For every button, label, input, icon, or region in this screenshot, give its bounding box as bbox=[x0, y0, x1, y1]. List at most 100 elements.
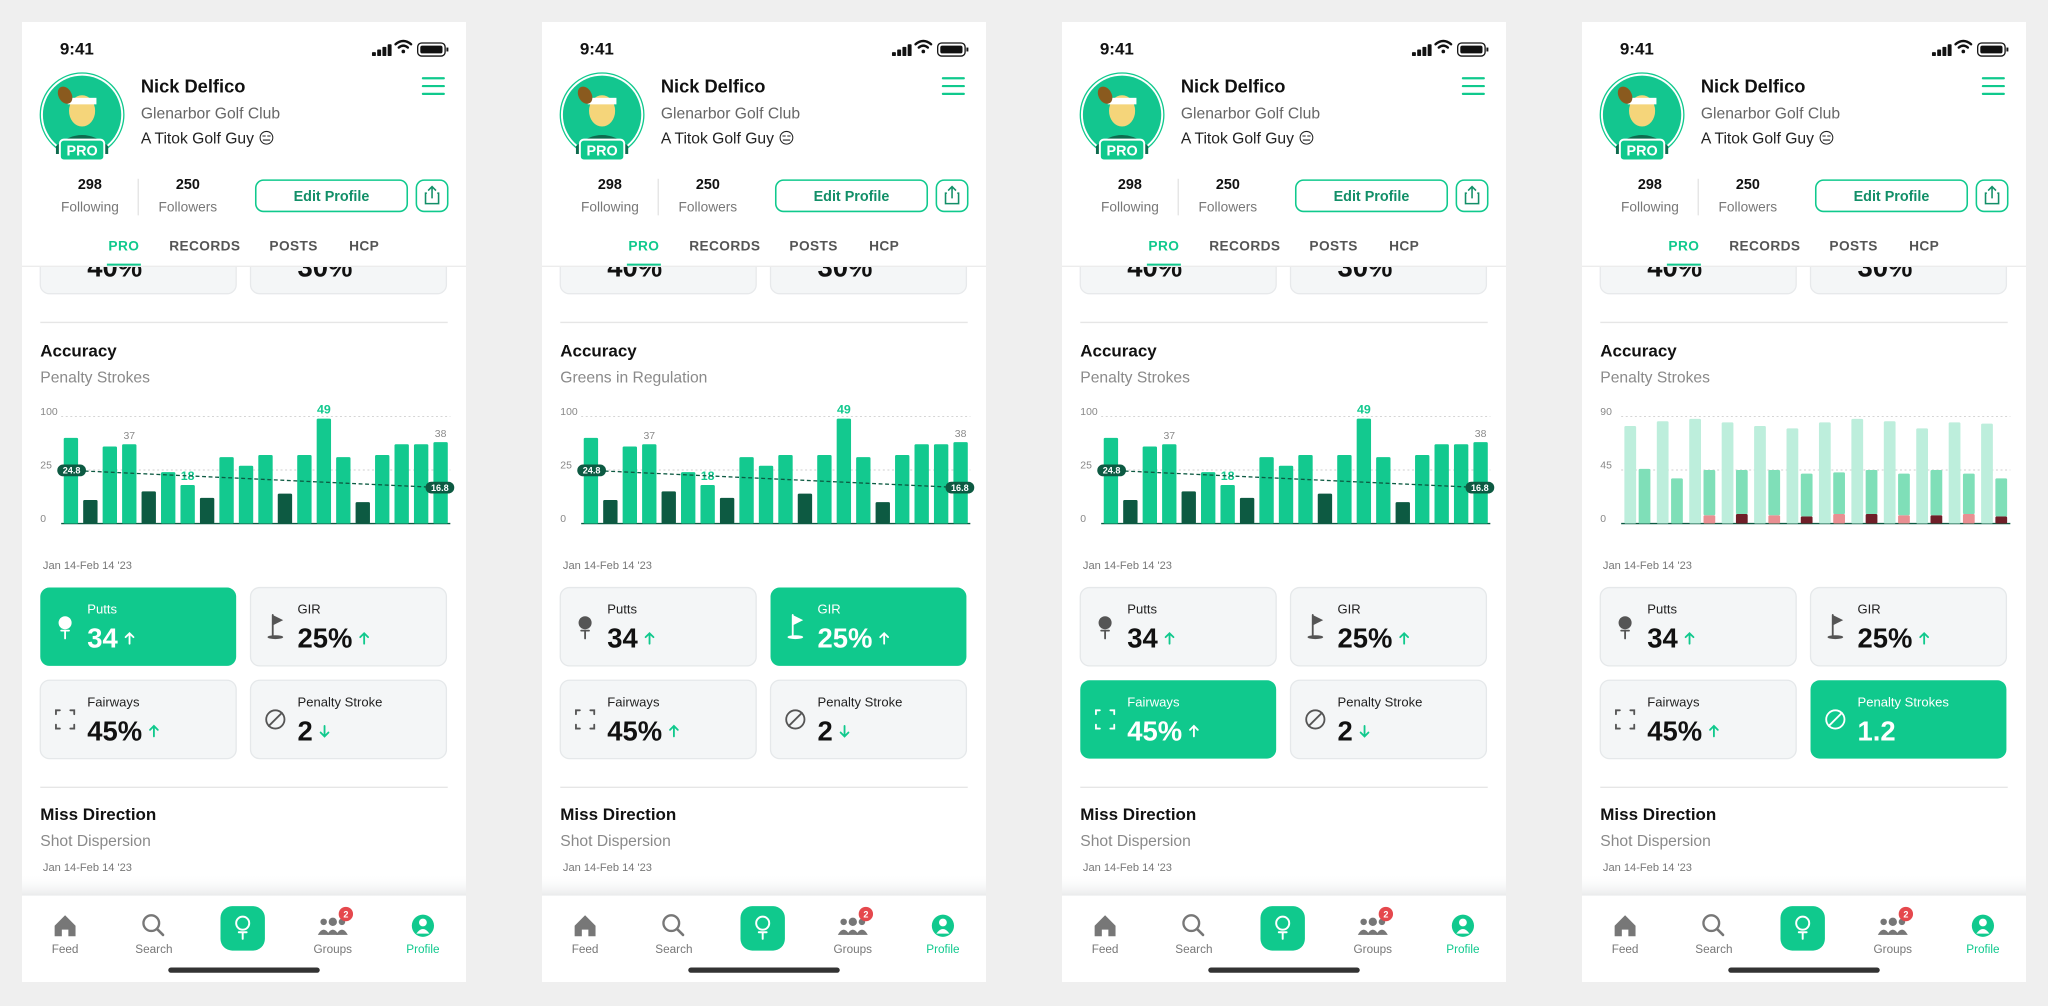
peek-cards: 40% 30% bbox=[1599, 266, 2008, 295]
nav-item[interactable]: Search bbox=[1695, 914, 1733, 956]
stat-card[interactable]: Penalty Stroke 2 bbox=[249, 679, 448, 760]
bar-value-label: 38 bbox=[955, 429, 967, 440]
nav-item[interactable]: Profile bbox=[406, 914, 440, 957]
avatar-headband bbox=[1627, 97, 1657, 105]
stat-card[interactable]: Fairways 45% bbox=[1080, 680, 1277, 759]
edit-profile-button[interactable] bbox=[1814, 179, 1969, 213]
nav-center-button[interactable] bbox=[740, 906, 785, 951]
tab[interactable]: POSTS bbox=[1829, 239, 1877, 254]
nav-item[interactable]: Search bbox=[1175, 914, 1213, 956]
nav-item[interactable]: Feed bbox=[1612, 915, 1639, 956]
stat-card-label: Putts bbox=[1127, 602, 1157, 617]
nav-icon bbox=[1456, 929, 1470, 934]
edit-profile-button[interactable] bbox=[774, 179, 929, 213]
nav-icon bbox=[1702, 914, 1721, 933]
tab[interactable]: PRO bbox=[108, 239, 139, 254]
nav-item[interactable]: Profile bbox=[1446, 914, 1480, 957]
tab[interactable]: HCP bbox=[1389, 239, 1419, 254]
bar bbox=[583, 437, 599, 524]
avatar-pompom bbox=[1617, 86, 1633, 104]
nav-item[interactable]: Search bbox=[655, 914, 693, 956]
tab[interactable]: RECORDS bbox=[169, 239, 240, 254]
signal-bar bbox=[902, 46, 907, 57]
nav-center-icon bbox=[1797, 931, 1808, 940]
nav-icon bbox=[326, 929, 339, 935]
phone-screen: 40% 30% 9:41 PRO Nick Delfico Glenarbor Golf … bbox=[542, 22, 986, 982]
signal-bar bbox=[371, 52, 376, 57]
card-icon bbox=[575, 709, 596, 730]
nav-center-button[interactable] bbox=[1260, 906, 1305, 951]
edit-profile-button[interactable] bbox=[1294, 179, 1449, 213]
signal-bar bbox=[1947, 44, 1952, 57]
signal-bar bbox=[897, 49, 902, 57]
stat-card[interactable]: GIR 25% bbox=[1809, 586, 2008, 667]
edit-profile-button[interactable] bbox=[254, 179, 409, 213]
tab[interactable]: POSTS bbox=[1309, 239, 1357, 254]
nav-icon bbox=[1877, 929, 1890, 935]
stat-card[interactable]: Putts 34 bbox=[1599, 586, 1797, 667]
tab[interactable]: PRO bbox=[628, 239, 659, 254]
bar bbox=[219, 457, 234, 524]
status-time: 9:41 bbox=[1100, 40, 1134, 59]
trend-pill bbox=[1465, 481, 1495, 494]
stat-card[interactable]: GIR 25% bbox=[1289, 586, 1488, 667]
nav-center-button[interactable] bbox=[1780, 906, 1825, 951]
tab[interactable]: HCP bbox=[349, 239, 379, 254]
nav-item[interactable]: 2 Groups bbox=[1874, 906, 1914, 956]
nav-item[interactable]: Feed bbox=[572, 915, 599, 956]
stat-card[interactable]: Penalty Stroke 2 bbox=[769, 679, 968, 760]
tab[interactable]: HCP bbox=[869, 239, 899, 254]
nav-label: Groups bbox=[834, 943, 873, 956]
nav-item[interactable]: 2 Groups bbox=[834, 906, 874, 956]
tab[interactable]: PRO bbox=[1668, 239, 1699, 254]
tab[interactable]: RECORDS bbox=[689, 239, 760, 254]
stat-card[interactable]: Putts 34 bbox=[40, 587, 237, 666]
tab[interactable]: POSTS bbox=[269, 239, 317, 254]
stat-label: Followers bbox=[1719, 199, 1778, 214]
tab[interactable]: HCP bbox=[1909, 239, 1939, 254]
stat-card[interactable]: GIR 25% bbox=[770, 587, 967, 666]
miss-title: Miss Direction bbox=[1080, 805, 1196, 824]
nav-item[interactable]: 2 Groups bbox=[1354, 906, 1394, 956]
nav-icon bbox=[848, 917, 857, 927]
trend-arrow bbox=[319, 725, 330, 738]
nav-label: Search bbox=[1175, 943, 1212, 956]
stat-card[interactable]: Penalty Stroke 2 bbox=[1289, 679, 1488, 760]
nav-item[interactable]: 2 Groups bbox=[314, 906, 354, 956]
battery-level bbox=[940, 45, 963, 54]
stat-card[interactable]: Fairways 45% bbox=[559, 679, 757, 760]
tab[interactable]: POSTS bbox=[789, 239, 837, 254]
stat-card[interactable]: Putts 34 bbox=[559, 586, 757, 667]
nav-item[interactable]: Feed bbox=[1092, 915, 1119, 956]
card-icon bbox=[1620, 629, 1630, 640]
stat-card[interactable]: Penalty Strokes 1.2 bbox=[1810, 680, 2007, 759]
peek-cards: 40% 30% bbox=[1079, 266, 1488, 295]
section-subtitle: Penalty Strokes bbox=[1600, 370, 1710, 387]
nav-item[interactable]: Feed bbox=[52, 915, 79, 956]
stat-card[interactable]: Fairways 45% bbox=[39, 679, 237, 760]
y-tick-label: 25 bbox=[560, 461, 572, 472]
battery-level bbox=[420, 45, 443, 54]
signal-bar bbox=[1422, 46, 1427, 57]
stat-card-background bbox=[559, 586, 757, 667]
card-icon bbox=[267, 635, 284, 640]
section-title: Accuracy bbox=[40, 341, 117, 360]
bar-segment bbox=[1833, 514, 1845, 524]
card-icon bbox=[578, 616, 592, 630]
tab[interactable]: PRO bbox=[1148, 239, 1179, 254]
stat-card[interactable]: GIR 25% bbox=[249, 586, 448, 667]
nav-item[interactable]: Profile bbox=[926, 914, 960, 957]
stat-card-label: GIR bbox=[1338, 602, 1361, 617]
edit-profile-label: Edit Profile bbox=[1334, 189, 1410, 205]
profile-name: Nick Delfico bbox=[661, 76, 766, 97]
tab[interactable]: RECORDS bbox=[1209, 239, 1280, 254]
profile-club: Glenarbor Golf Club bbox=[141, 106, 281, 123]
nav-item[interactable]: Profile bbox=[1966, 914, 2000, 957]
stat-card[interactable]: Putts 34 bbox=[1079, 586, 1277, 667]
nav-center-button[interactable] bbox=[220, 906, 265, 951]
section-title: Accuracy bbox=[1080, 341, 1157, 360]
battery-body bbox=[1977, 42, 2006, 57]
nav-item[interactable]: Search bbox=[135, 914, 173, 956]
tab[interactable]: RECORDS bbox=[1729, 239, 1800, 254]
stat-card[interactable]: Fairways 45% bbox=[1599, 679, 1797, 760]
